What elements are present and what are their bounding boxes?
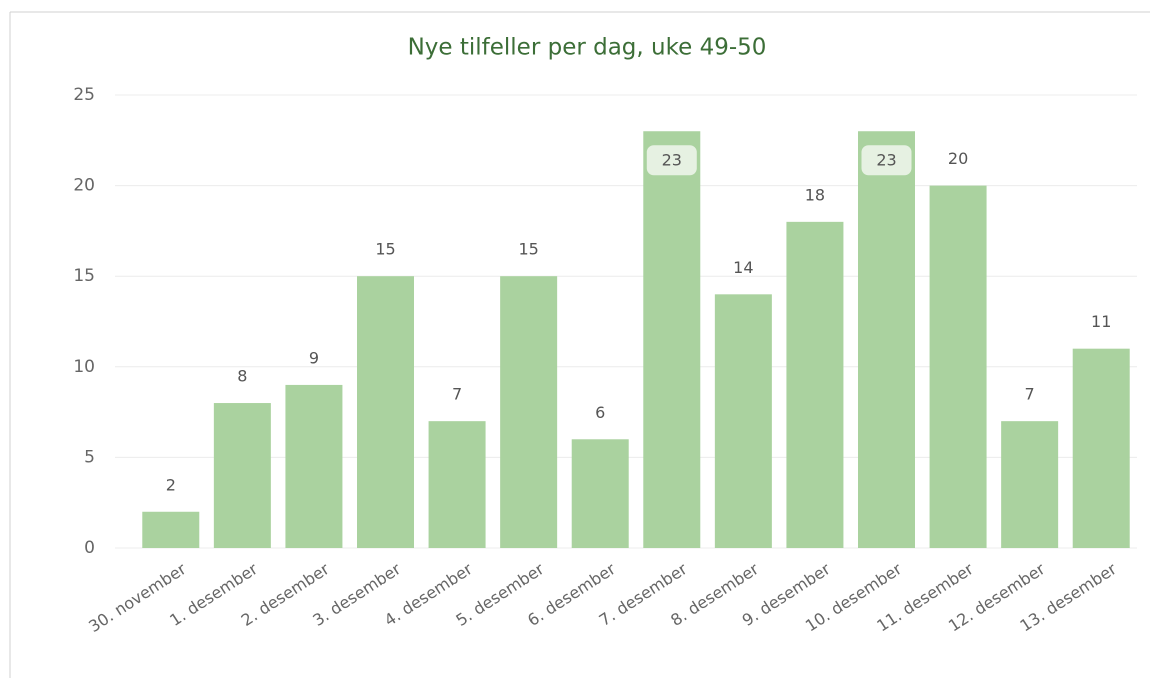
data-label: 15 <box>375 240 395 259</box>
bar <box>285 384 343 548</box>
y-tick-label: 10 <box>73 357 95 377</box>
bar <box>428 421 486 548</box>
y-tick-label: 5 <box>84 447 95 467</box>
y-tick-label: 0 <box>84 538 95 558</box>
data-label: 23 <box>662 151 682 170</box>
y-tick-label: 20 <box>73 176 95 196</box>
data-label: 2 <box>166 475 176 494</box>
bar <box>643 131 701 549</box>
bar <box>1072 348 1130 548</box>
data-label: 7 <box>1025 385 1035 404</box>
data-label: 11 <box>1091 312 1111 331</box>
data-label: 7 <box>452 385 462 404</box>
data-label-badge <box>861 145 912 176</box>
data-label: 14 <box>733 258 753 277</box>
bar <box>858 131 915 549</box>
chart-title: Nye tilfeller per dag, uke 49-50 <box>408 35 767 61</box>
data-label: 8 <box>237 367 247 386</box>
data-label: 6 <box>595 403 605 422</box>
data-label: 9 <box>309 348 319 367</box>
bar <box>571 439 629 548</box>
data-label: 18 <box>805 185 825 204</box>
bar <box>213 403 271 548</box>
data-label: 23 <box>876 151 896 170</box>
bar <box>929 185 987 548</box>
bar <box>500 276 558 548</box>
bar <box>714 294 772 548</box>
data-label: 20 <box>948 149 968 168</box>
data-label: 15 <box>518 240 538 259</box>
y-tick-label: 15 <box>73 266 95 286</box>
y-tick-label: 25 <box>73 85 95 105</box>
bar <box>786 221 844 548</box>
bar <box>142 511 200 548</box>
data-label-badge <box>646 145 697 176</box>
bar <box>1001 421 1059 548</box>
bar <box>357 276 414 548</box>
